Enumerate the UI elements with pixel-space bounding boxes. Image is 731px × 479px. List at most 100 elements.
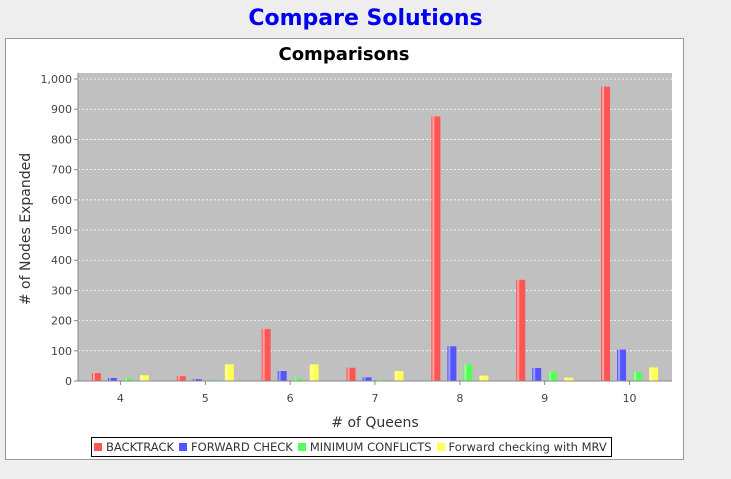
bar-fill <box>176 376 186 381</box>
bar-forward-check-10 <box>617 349 627 381</box>
bar-forward-checking-with-mrv-8 <box>479 375 489 381</box>
legend-item: MINIMUM CONFLICTS <box>297 440 432 454</box>
y-tick-label: 500 <box>51 224 72 237</box>
bar-fill <box>564 377 574 381</box>
legend-label: MINIMUM CONFLICTS <box>309 440 432 454</box>
bar-highlight <box>124 378 127 381</box>
bar-fill <box>633 371 643 381</box>
bar-backtrack-6 <box>261 329 271 381</box>
legend-swatch <box>179 443 188 451</box>
x-tick-label: 8 <box>456 392 463 405</box>
bar-highlight <box>602 86 605 382</box>
bar-fill <box>479 375 489 381</box>
bars <box>91 86 659 382</box>
bar-highlight <box>379 379 382 381</box>
bar-forward-check-4 <box>107 377 117 381</box>
bar-fill <box>431 116 441 381</box>
bar-fill <box>139 375 149 381</box>
x-tick-label: 5 <box>202 392 209 405</box>
legend-swatch <box>94 443 102 451</box>
legend-label: FORWARD CHECK <box>191 440 293 454</box>
bar-backtrack-10 <box>601 86 611 382</box>
bar-highlight <box>193 379 196 381</box>
bar-backtrack-5 <box>176 376 186 381</box>
bar-fill <box>447 346 457 381</box>
y-axis-label: # of Nodes Expanded <box>18 153 34 305</box>
bar-fill <box>91 373 101 381</box>
y-tick-label: 300 <box>51 284 72 297</box>
bar-minimum-conflicts-7 <box>378 379 388 381</box>
bar-minimum-conflicts-4 <box>123 378 133 381</box>
bar-fill <box>617 349 627 381</box>
x-tick-label: 6 <box>287 392 294 405</box>
bar-fill <box>224 364 234 381</box>
bar-forward-check-7 <box>362 377 372 381</box>
bar-highlight <box>225 364 228 381</box>
x-tick-label: 9 <box>541 392 548 405</box>
bar-highlight <box>565 377 568 381</box>
bar-fill <box>463 364 473 381</box>
y-tick-label: 800 <box>51 133 72 146</box>
bar-highlight <box>310 364 313 381</box>
bar-fill <box>362 377 372 381</box>
bar-forward-check-8 <box>447 346 457 381</box>
bar-forward-check-5 <box>192 379 202 381</box>
bar-fill <box>394 371 404 381</box>
bar-backtrack-8 <box>431 116 441 381</box>
legend-label: BACKTRACK <box>106 440 175 454</box>
bar-minimum-conflicts-9 <box>548 371 558 381</box>
bar-highlight <box>278 371 281 381</box>
y-tick-label: 900 <box>51 103 72 116</box>
bar-highlight <box>395 371 398 381</box>
bar-highlight <box>464 364 467 381</box>
bar-highlight <box>294 378 297 381</box>
y-tick-label: 0 <box>65 375 72 388</box>
bar-highlight <box>650 367 653 381</box>
bar-fill <box>261 329 271 381</box>
legend-swatch <box>436 443 445 451</box>
bar-forward-checking-with-mrv-4 <box>139 375 149 381</box>
y-tick-label: 200 <box>51 315 72 328</box>
chart-legend: BACKTRACK FORWARD CHECK MINIMUM CONFLICTS F… <box>91 437 612 457</box>
bar-forward-checking-with-mrv-10 <box>649 367 659 381</box>
bar-highlight <box>92 373 95 381</box>
bar-highlight <box>533 368 536 381</box>
bar-fill <box>378 379 388 381</box>
bar-highlight <box>634 371 637 381</box>
chart-title: Comparisons <box>278 44 409 65</box>
y-tick-label: 1,000 <box>41 73 73 86</box>
bar-forward-checking-with-mrv-7 <box>394 371 404 381</box>
bar-highlight <box>517 279 520 381</box>
legend-label: Forward checking with MRV <box>448 440 607 454</box>
bar-highlight <box>363 377 366 381</box>
bar-fill <box>277 371 287 381</box>
x-axis-label: # of Queens <box>331 415 418 431</box>
bar-backtrack-7 <box>346 367 356 381</box>
bar-highlight <box>177 376 180 381</box>
bar-fill <box>346 367 356 381</box>
bar-highlight <box>480 375 483 381</box>
bar-fill <box>548 371 558 381</box>
y-tick-label: 700 <box>51 164 72 177</box>
bar-highlight <box>347 367 350 381</box>
bar-highlight <box>448 346 451 381</box>
window-title: Compare Solutions <box>248 6 483 31</box>
bar-minimum-conflicts-8 <box>463 364 473 381</box>
x-tick-label: 7 <box>372 392 379 405</box>
plot-area <box>78 73 672 381</box>
x-tick-label: 10 <box>623 392 637 405</box>
x-axis: 4 5 6 7 8 9 10 <box>78 380 672 405</box>
y-axis: 0 100 200 300 400 500 600 700 800 900 1,000 <box>41 73 79 388</box>
bar-minimum-conflicts-6 <box>293 378 303 381</box>
legend-swatch <box>297 443 306 451</box>
legend-item: FORWARD CHECK <box>179 440 293 454</box>
bar-fill <box>649 367 659 381</box>
bar-backtrack-9 <box>516 279 526 381</box>
y-tick-label: 100 <box>51 345 72 358</box>
bar-fill <box>309 364 319 381</box>
bar-minimum-conflicts-10 <box>633 371 643 381</box>
bar-forward-checking-with-mrv-6 <box>309 364 319 381</box>
bar-fill <box>123 378 133 381</box>
legend-item: Forward checking with MRV <box>436 440 607 454</box>
